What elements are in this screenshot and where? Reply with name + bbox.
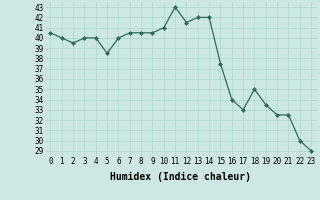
X-axis label: Humidex (Indice chaleur): Humidex (Indice chaleur) — [110, 172, 251, 182]
